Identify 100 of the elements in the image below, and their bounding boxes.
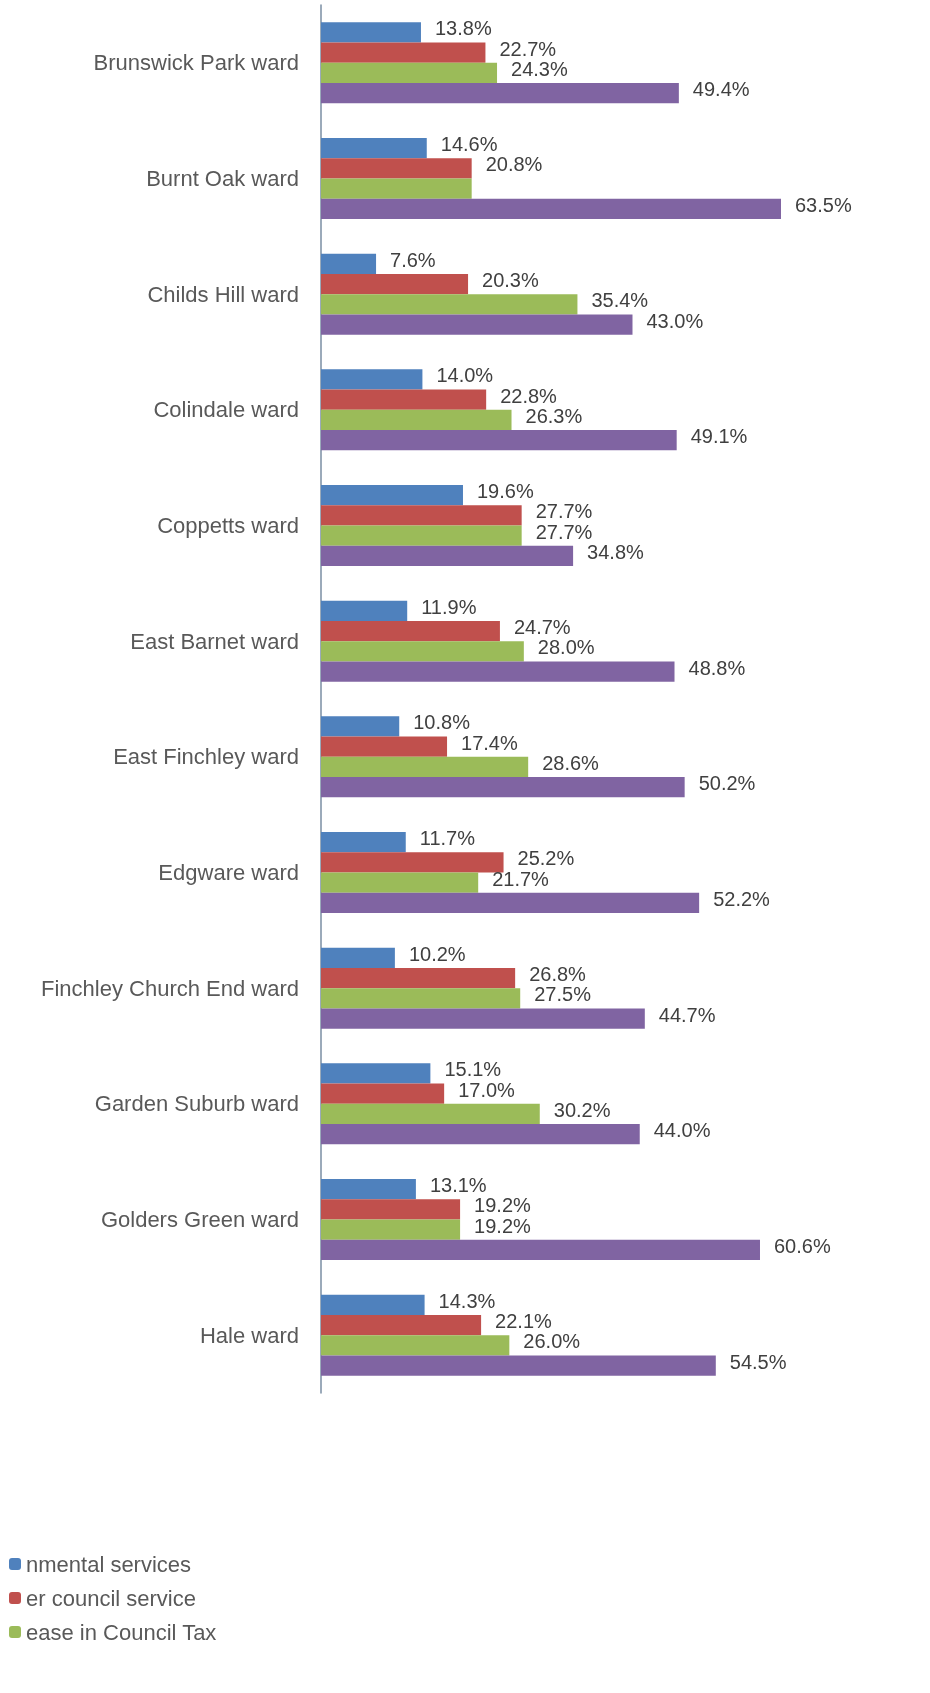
bar [321, 178, 472, 199]
data-label: 26.8% [529, 963, 587, 986]
bar [321, 967, 516, 989]
bar [321, 22, 421, 43]
data-label: 10.8% [413, 711, 471, 734]
data-label: 13.8% [434, 17, 492, 40]
data-label: 60.6% [773, 1234, 831, 1257]
bar [321, 716, 400, 737]
data-label: 10.2% [408, 942, 466, 965]
bar [321, 661, 675, 682]
bar [321, 409, 512, 431]
data-label: 22.8% [500, 384, 558, 407]
bar [321, 1008, 645, 1029]
y-tick-label: Golders Green ward [100, 1207, 299, 1232]
bar [321, 314, 633, 335]
y-tick-label: Hale ward [199, 1322, 299, 1348]
data-label: 26.3% [525, 404, 583, 427]
y-tick-label: East Finchley ward [113, 744, 299, 770]
data-label: 17.4% [461, 731, 518, 754]
bar [321, 389, 487, 410]
bar [321, 525, 522, 546]
bar [321, 83, 679, 104]
data-label: 43.0% [646, 309, 704, 332]
bar [321, 872, 479, 893]
data-label: 27.7% [535, 500, 593, 523]
bar [321, 832, 406, 853]
data-label: 50.2% [698, 772, 756, 795]
data-label: 19.2% [474, 1214, 532, 1237]
data-label: 24.3% [511, 57, 568, 80]
y-tick-label: Edgware ward [158, 860, 299, 885]
data-label: 20.8% [485, 153, 543, 176]
data-label: 34.8% [587, 540, 645, 563]
bar [321, 1083, 445, 1104]
bar [321, 545, 574, 566]
data-label: 17.0% [458, 1078, 516, 1101]
data-label: 30.2% [553, 1098, 611, 1121]
bar [321, 1179, 416, 1200]
bar [321, 852, 504, 873]
data-label: 14.6% [440, 133, 498, 156]
bar [321, 1219, 461, 1240]
bar [321, 600, 408, 621]
data-label: 54.5% [729, 1350, 787, 1373]
data-label: 28.6% [542, 751, 600, 774]
bar [321, 42, 486, 63]
y-tick-label: Burnt Oak ward [146, 166, 299, 191]
bar [321, 253, 377, 274]
bar [321, 1199, 461, 1220]
data-label: 19.2% [474, 1194, 532, 1217]
data-label: 22.7% [499, 37, 557, 60]
data-label: 49.4% [692, 78, 750, 101]
y-tick-label: Childs Hill ward [147, 281, 299, 307]
bar [321, 369, 423, 390]
data-label: 24.7% [513, 616, 571, 639]
bar [321, 1103, 540, 1125]
data-label: 11.9% [421, 595, 477, 618]
y-tick-label: East Barnet ward [130, 628, 299, 654]
bar [321, 1335, 510, 1356]
bar [321, 430, 677, 451]
y-tick-label: Garden Suburb ward [94, 1091, 299, 1117]
data-label: 63.5% [795, 193, 852, 216]
bar [321, 1239, 760, 1260]
data-label: 35.4% [591, 289, 649, 312]
bar [321, 294, 578, 315]
bar [321, 736, 448, 757]
data-label: 44.0% [653, 1119, 711, 1142]
data-label: 7.6% [390, 248, 436, 271]
y-tick-label: Finchley Church End ward [40, 975, 299, 1001]
bar [321, 1355, 716, 1376]
bar [321, 505, 522, 526]
data-label: 21.7% [492, 867, 550, 890]
data-label: 27.5% [534, 983, 592, 1006]
bar [321, 620, 500, 642]
data-label: 25.2% [517, 847, 575, 870]
data-label: 20.3% [482, 269, 539, 292]
data-label: 11.7% [419, 827, 476, 850]
legend-label: ease in Council Tax [26, 1619, 217, 1645]
bar [321, 756, 529, 778]
data-label: 28.0% [537, 636, 595, 659]
bar [321, 1063, 431, 1084]
data-label: 49.1% [690, 425, 748, 448]
bar [321, 1314, 482, 1336]
y-tick-label: Colindale ward [153, 397, 299, 423]
bar [321, 138, 427, 159]
data-label: 48.8% [688, 656, 746, 679]
bar [321, 198, 781, 219]
bar [321, 273, 469, 295]
bar [321, 777, 685, 798]
bar [321, 1124, 640, 1145]
data-label: 27.7% [535, 520, 593, 543]
bar [321, 1294, 425, 1315]
legend-label: er council service [26, 1585, 196, 1611]
bar [321, 485, 463, 506]
data-label: 15.1% [444, 1058, 502, 1081]
bar [321, 62, 498, 84]
bar [321, 892, 700, 913]
data-label: 14.3% [438, 1289, 496, 1312]
data-label: 13.1% [429, 1174, 487, 1197]
y-tick-label: Brunswick Park ward [93, 50, 299, 76]
bar [321, 158, 472, 179]
data-label: 44.7% [658, 1003, 716, 1026]
